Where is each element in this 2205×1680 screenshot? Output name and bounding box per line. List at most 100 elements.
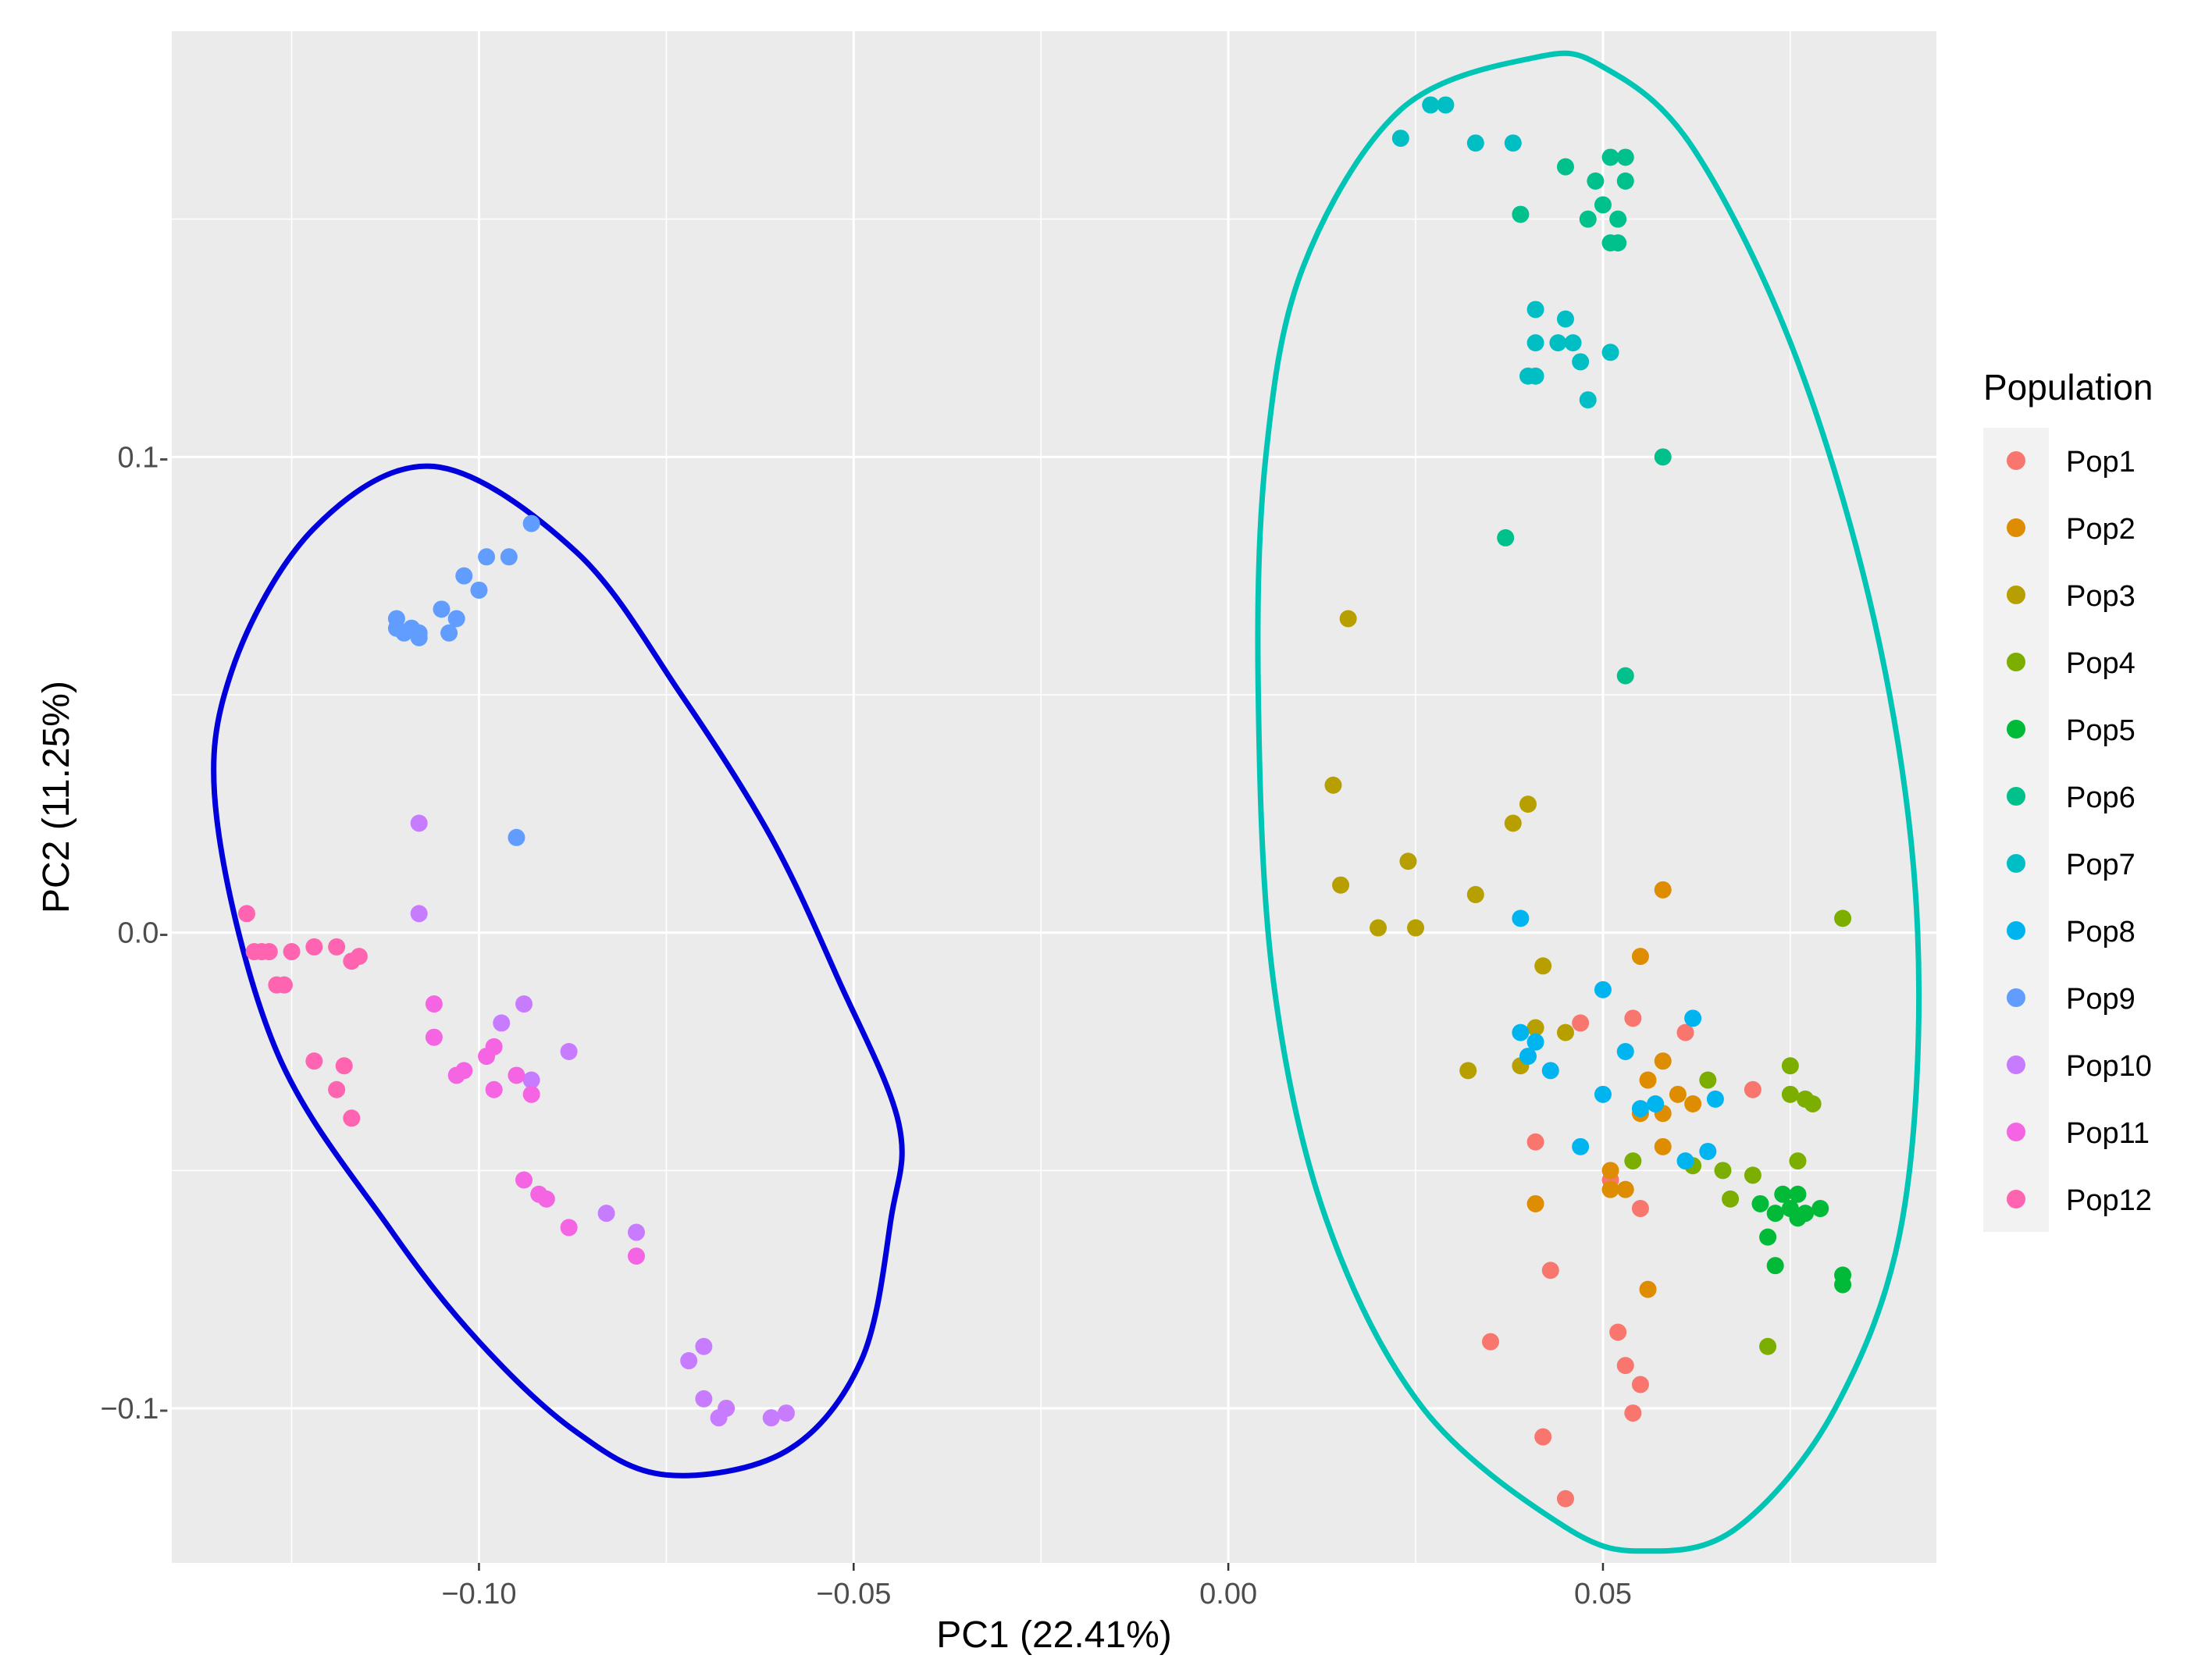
data-point-pop2 [1601, 1180, 1619, 1198]
legend-key-dot [2007, 720, 2025, 739]
series-pop10 [410, 814, 795, 1427]
legend-key-dot [2007, 451, 2025, 470]
legend-item-pop7: Pop7 [2007, 849, 2136, 881]
data-point-pop2 [1631, 948, 1649, 966]
data-point-pop8 [1512, 909, 1530, 927]
legend-item-pop4: Pop4 [2007, 647, 2136, 680]
series-pop1 [1482, 1009, 1762, 1507]
data-point-pop8 [1684, 1009, 1702, 1027]
data-point-pop11 [522, 1085, 540, 1103]
data-point-pop8 [1631, 1100, 1649, 1118]
data-point-pop2 [1654, 1052, 1672, 1070]
legend-label: Pop9 [2066, 983, 2136, 1016]
data-point-pop4 [1759, 1337, 1777, 1355]
data-point-pop10 [560, 1042, 578, 1060]
data-point-pop1 [1572, 1014, 1590, 1032]
data-point-pop3 [1324, 776, 1342, 794]
data-point-pop2 [1616, 1180, 1634, 1198]
data-point-pop9 [395, 624, 413, 642]
legend-key-dot [2007, 586, 2025, 604]
x-tick-label: 0.05 [1574, 1578, 1632, 1611]
series-pop2 [1526, 881, 1702, 1298]
data-point-pop4 [1834, 909, 1852, 927]
data-point-pop12 [343, 1109, 361, 1127]
data-point-pop3 [1339, 610, 1357, 628]
data-point-pop1 [1631, 1376, 1649, 1393]
data-point-pop1 [1616, 1357, 1634, 1375]
data-point-pop1 [1482, 1333, 1500, 1351]
data-point-pop5 [1766, 1205, 1784, 1223]
data-point-pop1 [1624, 1009, 1642, 1027]
series-pop7 [1391, 96, 1619, 409]
legend-item-pop6: Pop6 [2007, 781, 2136, 814]
data-point-pop3 [1504, 814, 1522, 832]
data-point-pop12 [283, 943, 301, 961]
data-point-pop2 [1669, 1085, 1687, 1103]
data-point-pop8 [1676, 1152, 1694, 1170]
legend-label: Pop2 [2066, 513, 2136, 546]
data-point-pop12 [305, 938, 323, 956]
legend-key-dot [2007, 518, 2025, 537]
data-point-pop12 [260, 943, 278, 961]
data-point-pop4 [1744, 1166, 1762, 1184]
data-point-pop6 [1616, 172, 1634, 190]
data-point-pop1 [1541, 1262, 1559, 1280]
series-pop12 [237, 905, 368, 1127]
legend-label: Pop1 [2066, 446, 2136, 479]
data-point-pop6 [1512, 205, 1530, 223]
right-cluster-ellipse [1255, 50, 1922, 1554]
data-point-pop3 [1534, 957, 1552, 975]
data-point-pop9 [522, 514, 540, 532]
data-point-pop7 [1526, 367, 1544, 385]
legend-label: Pop7 [2066, 849, 2136, 881]
data-point-pop7 [1579, 391, 1597, 409]
legend-item-pop9: Pop9 [2007, 983, 2136, 1016]
data-point-pop6 [1587, 172, 1605, 190]
x-tick-label: 0.00 [1199, 1578, 1257, 1611]
data-point-pop11 [425, 1028, 443, 1046]
x-axis-title: PC1 (22.41%) [936, 1614, 1171, 1656]
data-point-pop10 [680, 1352, 698, 1370]
data-point-pop2 [1526, 1194, 1544, 1212]
legend-key-dot [2007, 1055, 2025, 1074]
data-point-pop3 [1519, 796, 1537, 813]
data-point-pop1 [1609, 1323, 1627, 1341]
series-pop9 [387, 514, 540, 846]
data-point-pop6 [1609, 210, 1627, 228]
series-pop6 [1497, 148, 1672, 685]
data-point-pop7 [1504, 134, 1522, 152]
data-point-pop7 [1549, 334, 1567, 352]
x-tick-label: −0.10 [441, 1578, 516, 1611]
data-point-pop4 [1699, 1071, 1717, 1089]
data-point-pop1 [1526, 1133, 1544, 1151]
data-point-pop6 [1601, 148, 1619, 166]
data-point-pop3 [1459, 1062, 1477, 1080]
legend-label: Pop10 [2066, 1050, 2152, 1083]
series-pop5 [1751, 1185, 1852, 1294]
data-point-pop9 [508, 828, 525, 846]
data-point-pop9 [500, 548, 518, 566]
data-point-pop7 [1437, 96, 1455, 114]
data-point-pop12 [275, 976, 293, 994]
data-point-pop12 [335, 1057, 353, 1075]
legend-label: Pop12 [2066, 1184, 2152, 1217]
data-point-pop11 [478, 1048, 496, 1066]
data-point-pop4 [1804, 1095, 1822, 1113]
data-point-pop5 [1811, 1200, 1829, 1218]
data-point-pop3 [1407, 919, 1425, 937]
legend-item-pop11: Pop11 [2007, 1117, 2150, 1150]
legend-label: Pop11 [2066, 1117, 2150, 1150]
data-point-pop10 [515, 995, 533, 1013]
data-point-pop11 [627, 1247, 645, 1265]
data-point-pop10 [627, 1223, 645, 1241]
data-point-pop5 [1789, 1185, 1807, 1203]
data-point-pop3 [1556, 1023, 1574, 1041]
data-point-pop7 [1601, 343, 1619, 361]
data-point-pop10 [777, 1404, 795, 1422]
legend-key-dot [2007, 1190, 2025, 1208]
data-point-pop1 [1631, 1200, 1649, 1218]
data-point-pop5 [1751, 1194, 1769, 1212]
data-point-pop11 [537, 1190, 555, 1208]
data-point-pop8 [1526, 1033, 1544, 1051]
data-point-pop11 [515, 1171, 533, 1189]
